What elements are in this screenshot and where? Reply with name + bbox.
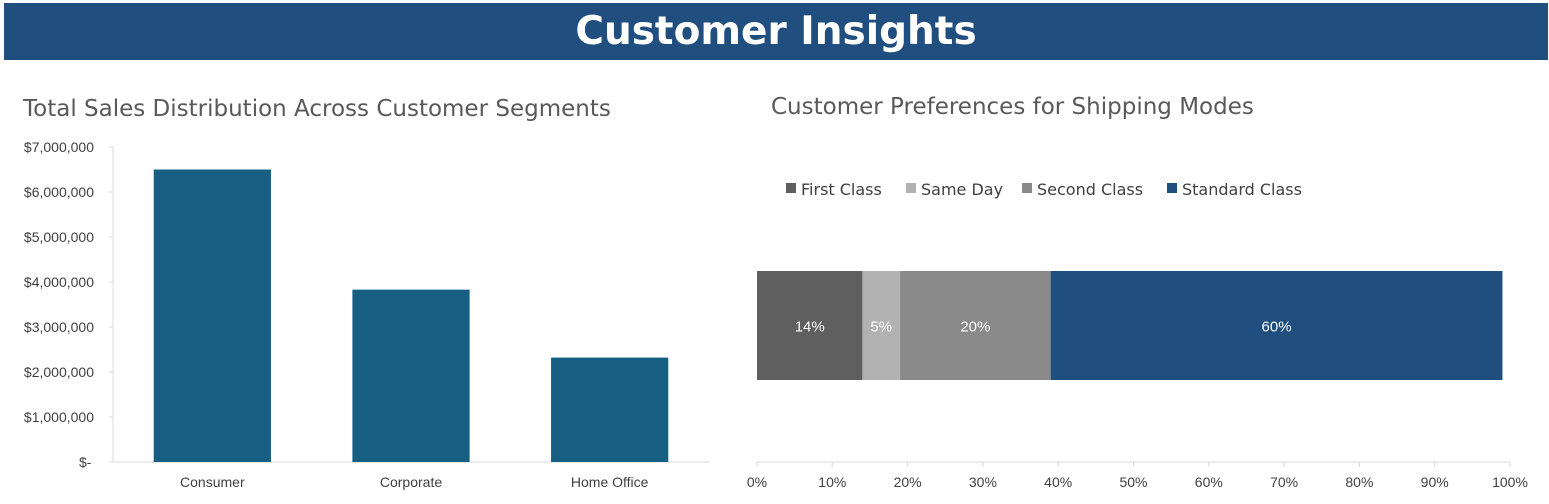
sales-by-segment-chart: $- $1,000,000 $2,000,000 $3,000,000 $4,000,0…	[24, 139, 709, 490]
legend-label: Same Day	[921, 180, 1003, 199]
x-tick-label: Consumer	[180, 474, 245, 490]
legend-label: First Class	[801, 180, 882, 199]
legend-swatch	[1167, 183, 1177, 193]
x-tick-label: 50%	[1119, 474, 1147, 490]
legend-label: Second Class	[1037, 180, 1143, 199]
title-banner: Customer Insights	[4, 3, 1548, 60]
bar-home-office	[551, 357, 669, 462]
segment-standard-class	[1050, 271, 1503, 380]
x-tick-label: 60%	[1195, 474, 1223, 490]
x-tick-label: 100%	[1492, 474, 1528, 490]
x-tick-label: 80%	[1345, 474, 1373, 490]
x-tick-label: 90%	[1421, 474, 1449, 490]
x-tick-label: Corporate	[380, 474, 442, 490]
data-label: 5%	[870, 319, 892, 336]
segment-second-class	[900, 271, 1051, 380]
y-tick-label: $4,000,000	[24, 274, 94, 290]
bar-corporate	[352, 289, 470, 462]
y-tick-label: $5,000,000	[24, 229, 94, 245]
bar-consumer	[153, 169, 271, 462]
legend-swatch	[786, 183, 796, 193]
y-tick-label: $1,000,000	[24, 409, 94, 425]
shipping-chart-title: Customer Preferences for Shipping Modes	[771, 94, 1254, 120]
segment-same-day	[862, 271, 901, 380]
page-title: Customer Insights	[575, 9, 977, 54]
x-tick-label: 10%	[818, 474, 846, 490]
legend-swatch	[1022, 183, 1032, 193]
sales-chart-title: Total Sales Distribution Across Customer…	[23, 96, 611, 122]
data-label: 14%	[795, 319, 825, 336]
y-tick-label: $2,000,000	[24, 364, 94, 380]
y-tick-label: $-	[79, 454, 92, 470]
data-label: 60%	[1262, 319, 1292, 336]
y-tick-label: $6,000,000	[24, 184, 94, 200]
data-label: 20%	[960, 319, 990, 336]
x-tick-label: 30%	[969, 474, 997, 490]
segment-first-class	[757, 271, 863, 380]
y-tick-label: $3,000,000	[24, 319, 94, 335]
x-tick-label: 70%	[1270, 474, 1298, 490]
legend-swatch	[906, 183, 916, 193]
x-tick-label: 0%	[747, 474, 767, 490]
x-tick-label: 40%	[1044, 474, 1072, 490]
y-tick-label: $7,000,000	[24, 139, 94, 155]
x-tick-label: 20%	[894, 474, 922, 490]
x-tick-label: Home Office	[571, 474, 649, 490]
legend-label: Standard Class	[1182, 180, 1302, 199]
